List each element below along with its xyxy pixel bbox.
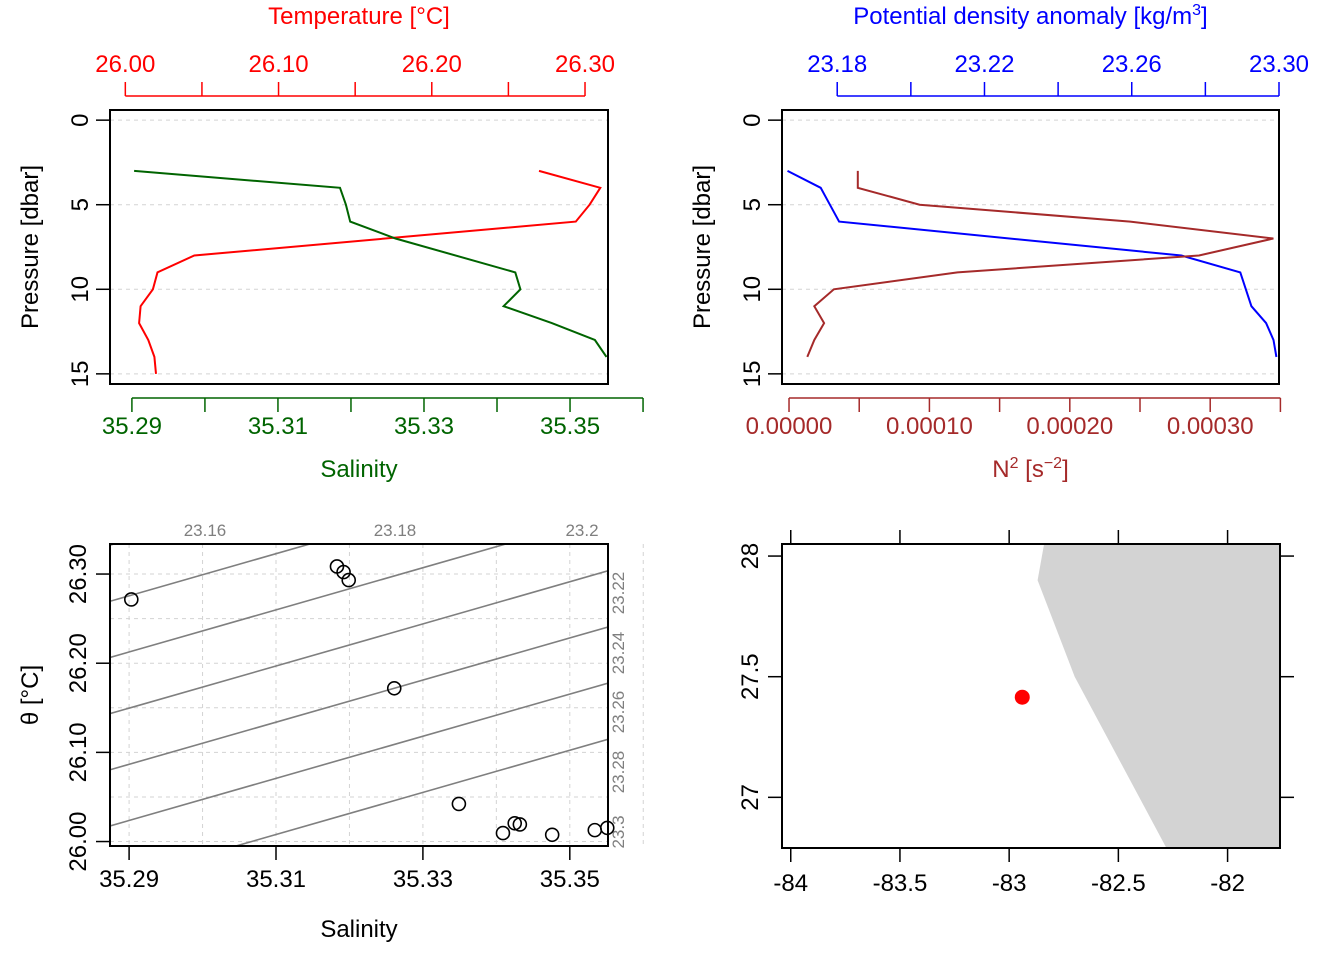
bottom-tick-label: 0.00000 bbox=[746, 413, 833, 440]
ts-point bbox=[341, 572, 357, 588]
map-frame bbox=[781, 543, 1281, 849]
bottom-tick-label: 35.35 bbox=[540, 413, 600, 440]
y-tick-label: 5 bbox=[67, 198, 94, 211]
y-tick-label: 26.20 bbox=[65, 633, 92, 693]
x-tick-label: 35.35 bbox=[540, 866, 600, 893]
top-tick-label: 26.30 bbox=[555, 51, 615, 78]
x-tick-label: -83 bbox=[992, 870, 1027, 897]
bottom-tick-label: 35.31 bbox=[248, 413, 308, 440]
bottom-axis-label: N2 [s−2] bbox=[992, 455, 1069, 483]
top-tick-label: 26.10 bbox=[249, 51, 309, 78]
ts-point bbox=[507, 815, 523, 831]
top-tick-label: 26.20 bbox=[402, 51, 462, 78]
isopycnal-line bbox=[110, 290, 608, 433]
plot-frame bbox=[109, 109, 609, 385]
temperature-salinity-profile-panel: 0 5 10 15 Pressure [dbar] 26.00 26.10 26.20 26.3… bbox=[17, 3, 644, 483]
y-tick-label: 28 bbox=[737, 543, 764, 570]
y-axis-label: Pressure [dbar] bbox=[17, 165, 44, 329]
isopycnal-line bbox=[110, 121, 608, 264]
isopycnal-label-right: 23.24 bbox=[609, 632, 628, 675]
series-line-salinity bbox=[134, 169, 608, 358]
ts-point bbox=[512, 817, 528, 832]
plot-frame bbox=[781, 109, 1280, 385]
y-tick-label: 0 bbox=[739, 113, 766, 126]
top-tick-label: 23.30 bbox=[1249, 51, 1309, 78]
ts-point bbox=[386, 680, 402, 696]
isopycnal-label-right: 23.26 bbox=[609, 691, 628, 734]
isopycnal-line bbox=[110, 544, 509, 659]
isopycnal-line bbox=[110, 682, 608, 827]
bottom-tick-label: 0.00010 bbox=[886, 413, 973, 440]
ts-point bbox=[124, 592, 139, 607]
y-tick-label: 5 bbox=[739, 198, 766, 211]
y-axis-label: Pressure [dbar] bbox=[689, 165, 716, 329]
land-polygon bbox=[1037, 544, 1280, 848]
bottom-tick-label: 35.33 bbox=[394, 413, 454, 440]
top-tick-label: 23.18 bbox=[807, 51, 867, 78]
x-tick-label: 35.29 bbox=[99, 866, 159, 893]
isopycnal-line bbox=[110, 234, 608, 377]
top-tick-label: 26.00 bbox=[95, 51, 155, 78]
x-tick-label: -82.5 bbox=[1091, 870, 1146, 897]
isopycnal-line bbox=[110, 626, 608, 771]
isopycnal-group bbox=[110, 121, 608, 846]
bottom-tick-label: 0.00030 bbox=[1167, 413, 1254, 440]
density-n2-profile-panel: 0 5 10 15 Pressure [dbar] 23.18 23.22 23.26 23.3… bbox=[689, 2, 1309, 483]
x-tick-label: 35.31 bbox=[246, 866, 306, 893]
ts-diagram-panel: 23.16 23.18 23.2 23.22 23.24 23.26 23.28 23.3 35… bbox=[17, 121, 644, 943]
plot-frame bbox=[109, 543, 609, 847]
bottom-axis-label: Salinity bbox=[320, 456, 397, 483]
y-tick-label: 26.00 bbox=[65, 812, 92, 872]
y-tick-label: 27 bbox=[737, 784, 764, 811]
station-marker bbox=[1014, 689, 1030, 705]
y-tick-label: 15 bbox=[739, 361, 766, 388]
ts-point bbox=[451, 796, 467, 812]
isopycnal-label-top: 23.2 bbox=[565, 521, 598, 540]
y-axis-label: θ [°C] bbox=[17, 665, 44, 725]
isopycnal-label-top: 23.16 bbox=[184, 521, 227, 540]
x-tick-label: 35.33 bbox=[393, 866, 453, 893]
x-tick-label: -83.5 bbox=[873, 870, 928, 897]
ts-point bbox=[544, 827, 560, 843]
top-tick-label: 23.26 bbox=[1102, 51, 1162, 78]
x-tick-label: -84 bbox=[773, 870, 808, 897]
y-tick-label: 0 bbox=[67, 113, 94, 126]
ts-point bbox=[587, 822, 603, 838]
y-tick-label: 15 bbox=[67, 361, 94, 388]
top-axis-label: Temperature [°C] bbox=[268, 3, 450, 30]
isopycnal-line bbox=[233, 738, 608, 846]
top-axis-label: Potential density anomaly [kg/m3] bbox=[853, 2, 1207, 30]
isopycnal-line bbox=[110, 544, 313, 603]
bottom-tick-label: 35.29 bbox=[102, 413, 162, 440]
isopycnal-label-right: 23.28 bbox=[609, 751, 628, 794]
series-line-n2 bbox=[806, 170, 1274, 358]
top-tick-label: 23.22 bbox=[954, 51, 1014, 78]
isopycnal-label-top: 23.18 bbox=[374, 521, 417, 540]
x-axis-label: Salinity bbox=[320, 916, 397, 943]
y-tick-label: 27.5 bbox=[737, 653, 764, 700]
y-tick-label: 10 bbox=[67, 276, 94, 303]
station-map-panel: -84 -83.5 -83 -82.5 -82 27 27.5 28 bbox=[737, 530, 1294, 897]
series-line-potential-density-anomaly bbox=[787, 170, 1278, 358]
y-tick-label: 26.10 bbox=[65, 722, 92, 782]
isopycnal-label-right: 23.22 bbox=[609, 572, 628, 615]
bottom-tick-label: 0.00020 bbox=[1026, 413, 1113, 440]
y-tick-label: 10 bbox=[739, 276, 766, 303]
isopycnal-label-right: 23.3 bbox=[609, 815, 628, 848]
ts-point bbox=[495, 825, 511, 841]
y-tick-label: 26.30 bbox=[65, 544, 92, 604]
isopycnal-line bbox=[110, 178, 608, 321]
ts-point bbox=[336, 564, 351, 580]
isopycnal-line bbox=[110, 570, 608, 715]
series-line-temperature bbox=[138, 169, 602, 374]
x-tick-label: -82 bbox=[1210, 870, 1245, 897]
